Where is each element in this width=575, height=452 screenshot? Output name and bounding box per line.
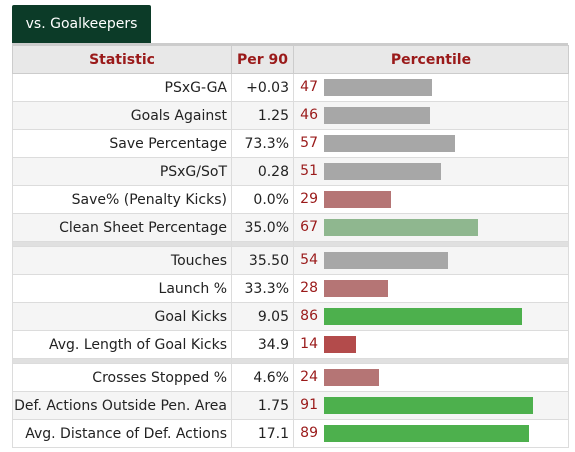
percentile-bar <box>324 397 533 414</box>
table-row: Goal Kicks 9.05 86 <box>12 302 569 331</box>
percentile-bar <box>324 219 478 236</box>
header-row: Statistic Per 90 Percentile <box>12 45 569 74</box>
percentile-cell: 46 <box>293 101 569 130</box>
table-row: PSxG/SoT 0.28 51 <box>12 157 569 186</box>
table-body: PSxG-GA +0.03 47 Goals Against 1.25 46 Save Pe… <box>12 73 569 448</box>
percentile-value: 57 <box>300 135 318 151</box>
percentile-value: 28 <box>300 280 318 296</box>
per90-cell: 17.1 <box>231 419 294 448</box>
statistic-cell: Launch % <box>12 274 232 303</box>
percentile-bar <box>324 191 391 208</box>
table-row: Touches 35.50 54 <box>12 246 569 275</box>
per90-cell: 9.05 <box>231 302 294 331</box>
percentile-bar <box>324 135 455 152</box>
percentile-cell: 51 <box>293 157 569 186</box>
header-percentile[interactable]: Percentile <box>293 45 569 74</box>
percentile-cell: 24 <box>293 363 569 392</box>
statistic-cell: Def. Actions Outside Pen. Area <box>12 391 232 420</box>
statistic-cell: Save% (Penalty Kicks) <box>12 185 232 214</box>
statistic-cell: Avg. Distance of Def. Actions <box>12 419 232 448</box>
per90-cell: 35.50 <box>231 246 294 275</box>
percentile-value: 89 <box>300 425 318 441</box>
per90-cell: 33.3% <box>231 274 294 303</box>
percentile-value: 46 <box>300 107 318 123</box>
percentile-value: 91 <box>300 397 318 413</box>
table-row: Save% (Penalty Kicks) 0.0% 29 <box>12 185 569 214</box>
table-row: Clean Sheet Percentage 35.0% 67 <box>12 213 569 242</box>
table-row: Launch % 33.3% 28 <box>12 274 569 303</box>
percentile-cell: 28 <box>293 274 569 303</box>
percentile-cell: 67 <box>293 213 569 242</box>
statistic-cell: PSxG-GA <box>12 73 232 102</box>
table-row: Save Percentage 73.3% 57 <box>12 129 569 158</box>
percentile-table: Statistic Per 90 Percentile PSxG-GA +0.03… <box>12 45 569 448</box>
per90-cell: 0.28 <box>231 157 294 186</box>
statistic-cell: Save Percentage <box>12 129 232 158</box>
percentile-value: 24 <box>300 369 318 385</box>
percentile-value: 47 <box>300 79 318 95</box>
percentile-cell: 29 <box>293 185 569 214</box>
table-row: Avg. Distance of Def. Actions 17.1 89 <box>12 419 569 448</box>
per90-cell: 0.0% <box>231 185 294 214</box>
per90-cell: 35.0% <box>231 213 294 242</box>
header-statistic[interactable]: Statistic <box>12 45 232 74</box>
percentile-cell: 14 <box>293 330 569 359</box>
tab-vs-goalkeepers[interactable]: vs. Goalkeepers <box>12 5 151 43</box>
percentile-cell: 54 <box>293 246 569 275</box>
percentile-cell: 57 <box>293 129 569 158</box>
per90-cell: 34.9 <box>231 330 294 359</box>
statistic-cell: Goal Kicks <box>12 302 232 331</box>
header-per-90[interactable]: Per 90 <box>231 45 294 74</box>
per90-cell: +0.03 <box>231 73 294 102</box>
percentile-bar <box>324 308 522 325</box>
percentile-bar <box>324 252 448 269</box>
table-row: Def. Actions Outside Pen. Area 1.75 91 <box>12 391 569 420</box>
percentile-value: 67 <box>300 219 318 235</box>
percentile-value: 54 <box>300 252 318 268</box>
percentile-value: 86 <box>300 308 318 324</box>
percentile-cell: 89 <box>293 419 569 448</box>
statistic-cell: PSxG/SoT <box>12 157 232 186</box>
percentile-value: 14 <box>300 336 318 352</box>
statistic-cell: Crosses Stopped % <box>12 363 232 392</box>
table-row: Goals Against 1.25 46 <box>12 101 569 130</box>
statistic-cell: Avg. Length of Goal Kicks <box>12 330 232 359</box>
per90-cell: 73.3% <box>231 129 294 158</box>
statistic-cell: Goals Against <box>12 101 232 130</box>
per90-cell: 1.75 <box>231 391 294 420</box>
table-row: Crosses Stopped % 4.6% 24 <box>12 363 569 392</box>
table-row: Avg. Length of Goal Kicks 34.9 14 <box>12 330 569 359</box>
tab-underline <box>12 43 568 45</box>
statistic-cell: Clean Sheet Percentage <box>12 213 232 242</box>
percentile-value: 29 <box>300 191 318 207</box>
percentile-bar <box>324 336 356 353</box>
statistic-cell: Touches <box>12 246 232 275</box>
percentile-cell: 86 <box>293 302 569 331</box>
percentile-bar <box>324 79 432 96</box>
percentile-bar <box>324 369 379 386</box>
percentile-bar <box>324 163 441 180</box>
percentile-value: 51 <box>300 163 318 179</box>
percentile-cell: 47 <box>293 73 569 102</box>
per90-cell: 4.6% <box>231 363 294 392</box>
percentile-bar <box>324 107 430 124</box>
percentile-bar <box>324 280 388 297</box>
percentile-bar <box>324 425 529 442</box>
table-row: PSxG-GA +0.03 47 <box>12 73 569 102</box>
per90-cell: 1.25 <box>231 101 294 130</box>
percentile-cell: 91 <box>293 391 569 420</box>
